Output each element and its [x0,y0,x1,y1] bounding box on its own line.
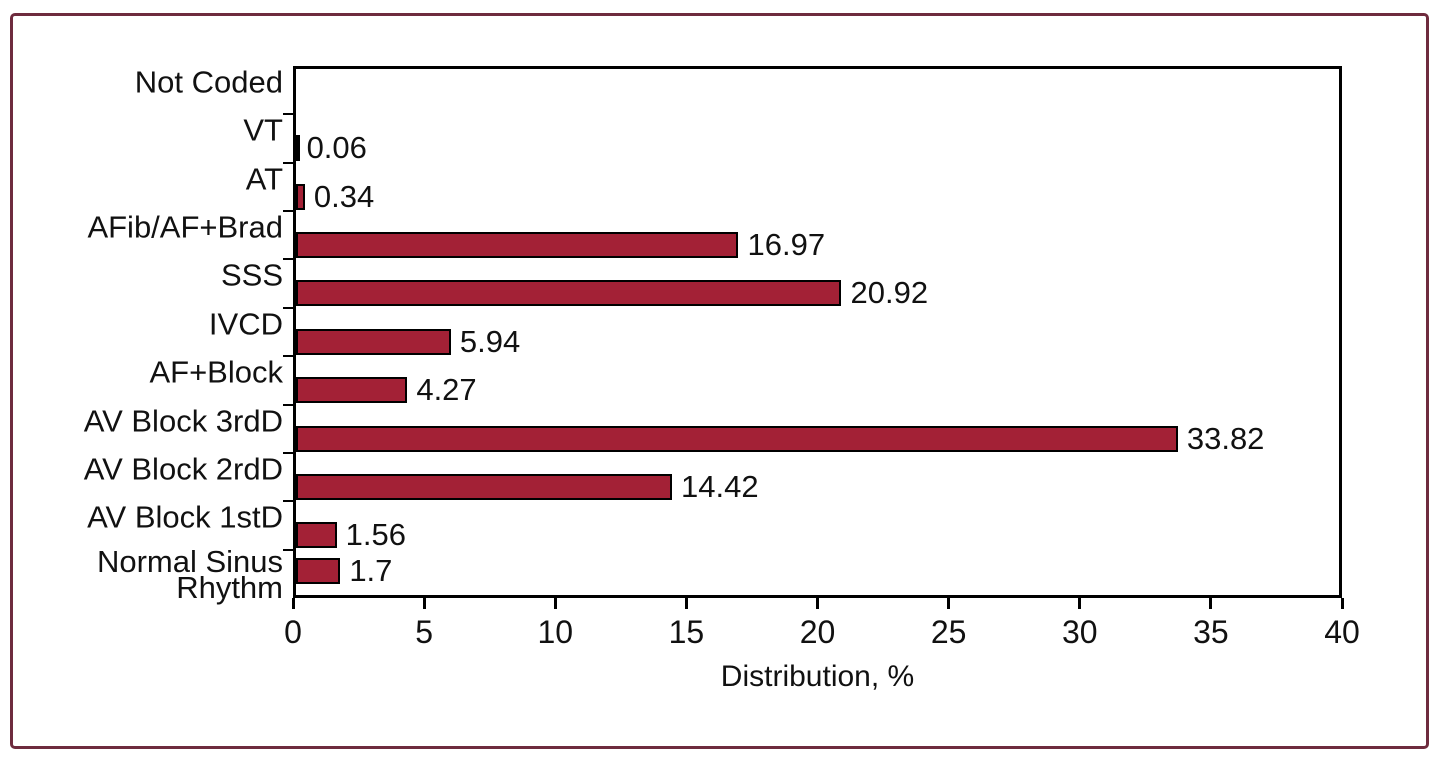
x-axis-tick [553,598,557,609]
y-axis-tick [283,355,295,358]
bar [296,328,451,355]
category-label: VT [243,112,283,148]
category-label: AV Block 2rdD [83,451,283,487]
bar [296,557,341,584]
y-axis-tick [283,210,295,213]
y-axis-tick [283,451,295,454]
y-axis-tick [283,500,295,503]
y-axis-tick [283,113,295,116]
bar-value-label: 4.27 [416,372,477,408]
y-axis-tick [283,258,295,261]
bar-value-label: 5.94 [459,323,521,359]
bar-value-label: 16.97 [747,227,826,263]
category-label: Normal Sinus Rhythm [96,543,283,605]
category-label: Not Coded [134,64,283,100]
bar [296,280,842,307]
category-label: AF+Block [149,354,283,390]
bar-value-label: 1.56 [345,517,407,553]
x-axis-tick-label: 20 [799,614,836,650]
category-label: AV Block 3rdD [83,403,283,439]
bar [296,183,305,210]
x-axis-tick [1078,598,1082,609]
bar-value-label: 14.42 [681,468,759,504]
y-axis-tick [283,548,295,551]
x-axis-tick [422,598,426,609]
bar [296,425,1178,452]
bar [296,522,337,549]
x-axis-tick-label: 0 [284,614,302,650]
x-axis-tick-label: 40 [1324,614,1360,650]
bar-value-label: 20.92 [850,275,929,311]
x-axis-tick-label: 5 [415,614,434,650]
x-axis-tick-label: 35 [1193,614,1229,650]
bar-value-label: 0.06 [306,130,367,166]
bar [296,473,672,500]
figure-border [10,13,1429,749]
bar-value-label: 1.7 [349,552,393,588]
category-label: AT [245,161,283,197]
bar [296,232,739,259]
bar-value-label: 33.82 [1186,420,1265,456]
x-axis-tick [816,598,819,609]
x-axis-tick-label: 10 [537,614,574,650]
plot-area [293,66,1342,598]
x-axis-tick-label: 15 [668,614,705,650]
y-axis-tick [283,161,295,164]
x-axis-tick [1340,598,1344,609]
bar [296,135,300,162]
y-axis-tick [283,403,295,406]
x-axis-title: Distribution, % [720,660,915,693]
category-label: AFib/AF+Brad [87,209,283,245]
x-axis-tick [684,598,688,609]
category-label: IVCD [208,306,283,342]
x-axis-tick [947,598,951,609]
bar [296,377,408,404]
x-axis-tick [291,598,295,609]
bar-value-label: 0.34 [313,178,375,214]
x-axis-tick [1209,598,1213,609]
category-label: SSS [220,257,283,293]
x-axis-tick-label: 25 [930,614,967,650]
y-axis-tick [283,306,295,309]
x-axis-tick-label: 30 [1061,614,1098,650]
category-label: AV Block 1stD [87,499,283,535]
